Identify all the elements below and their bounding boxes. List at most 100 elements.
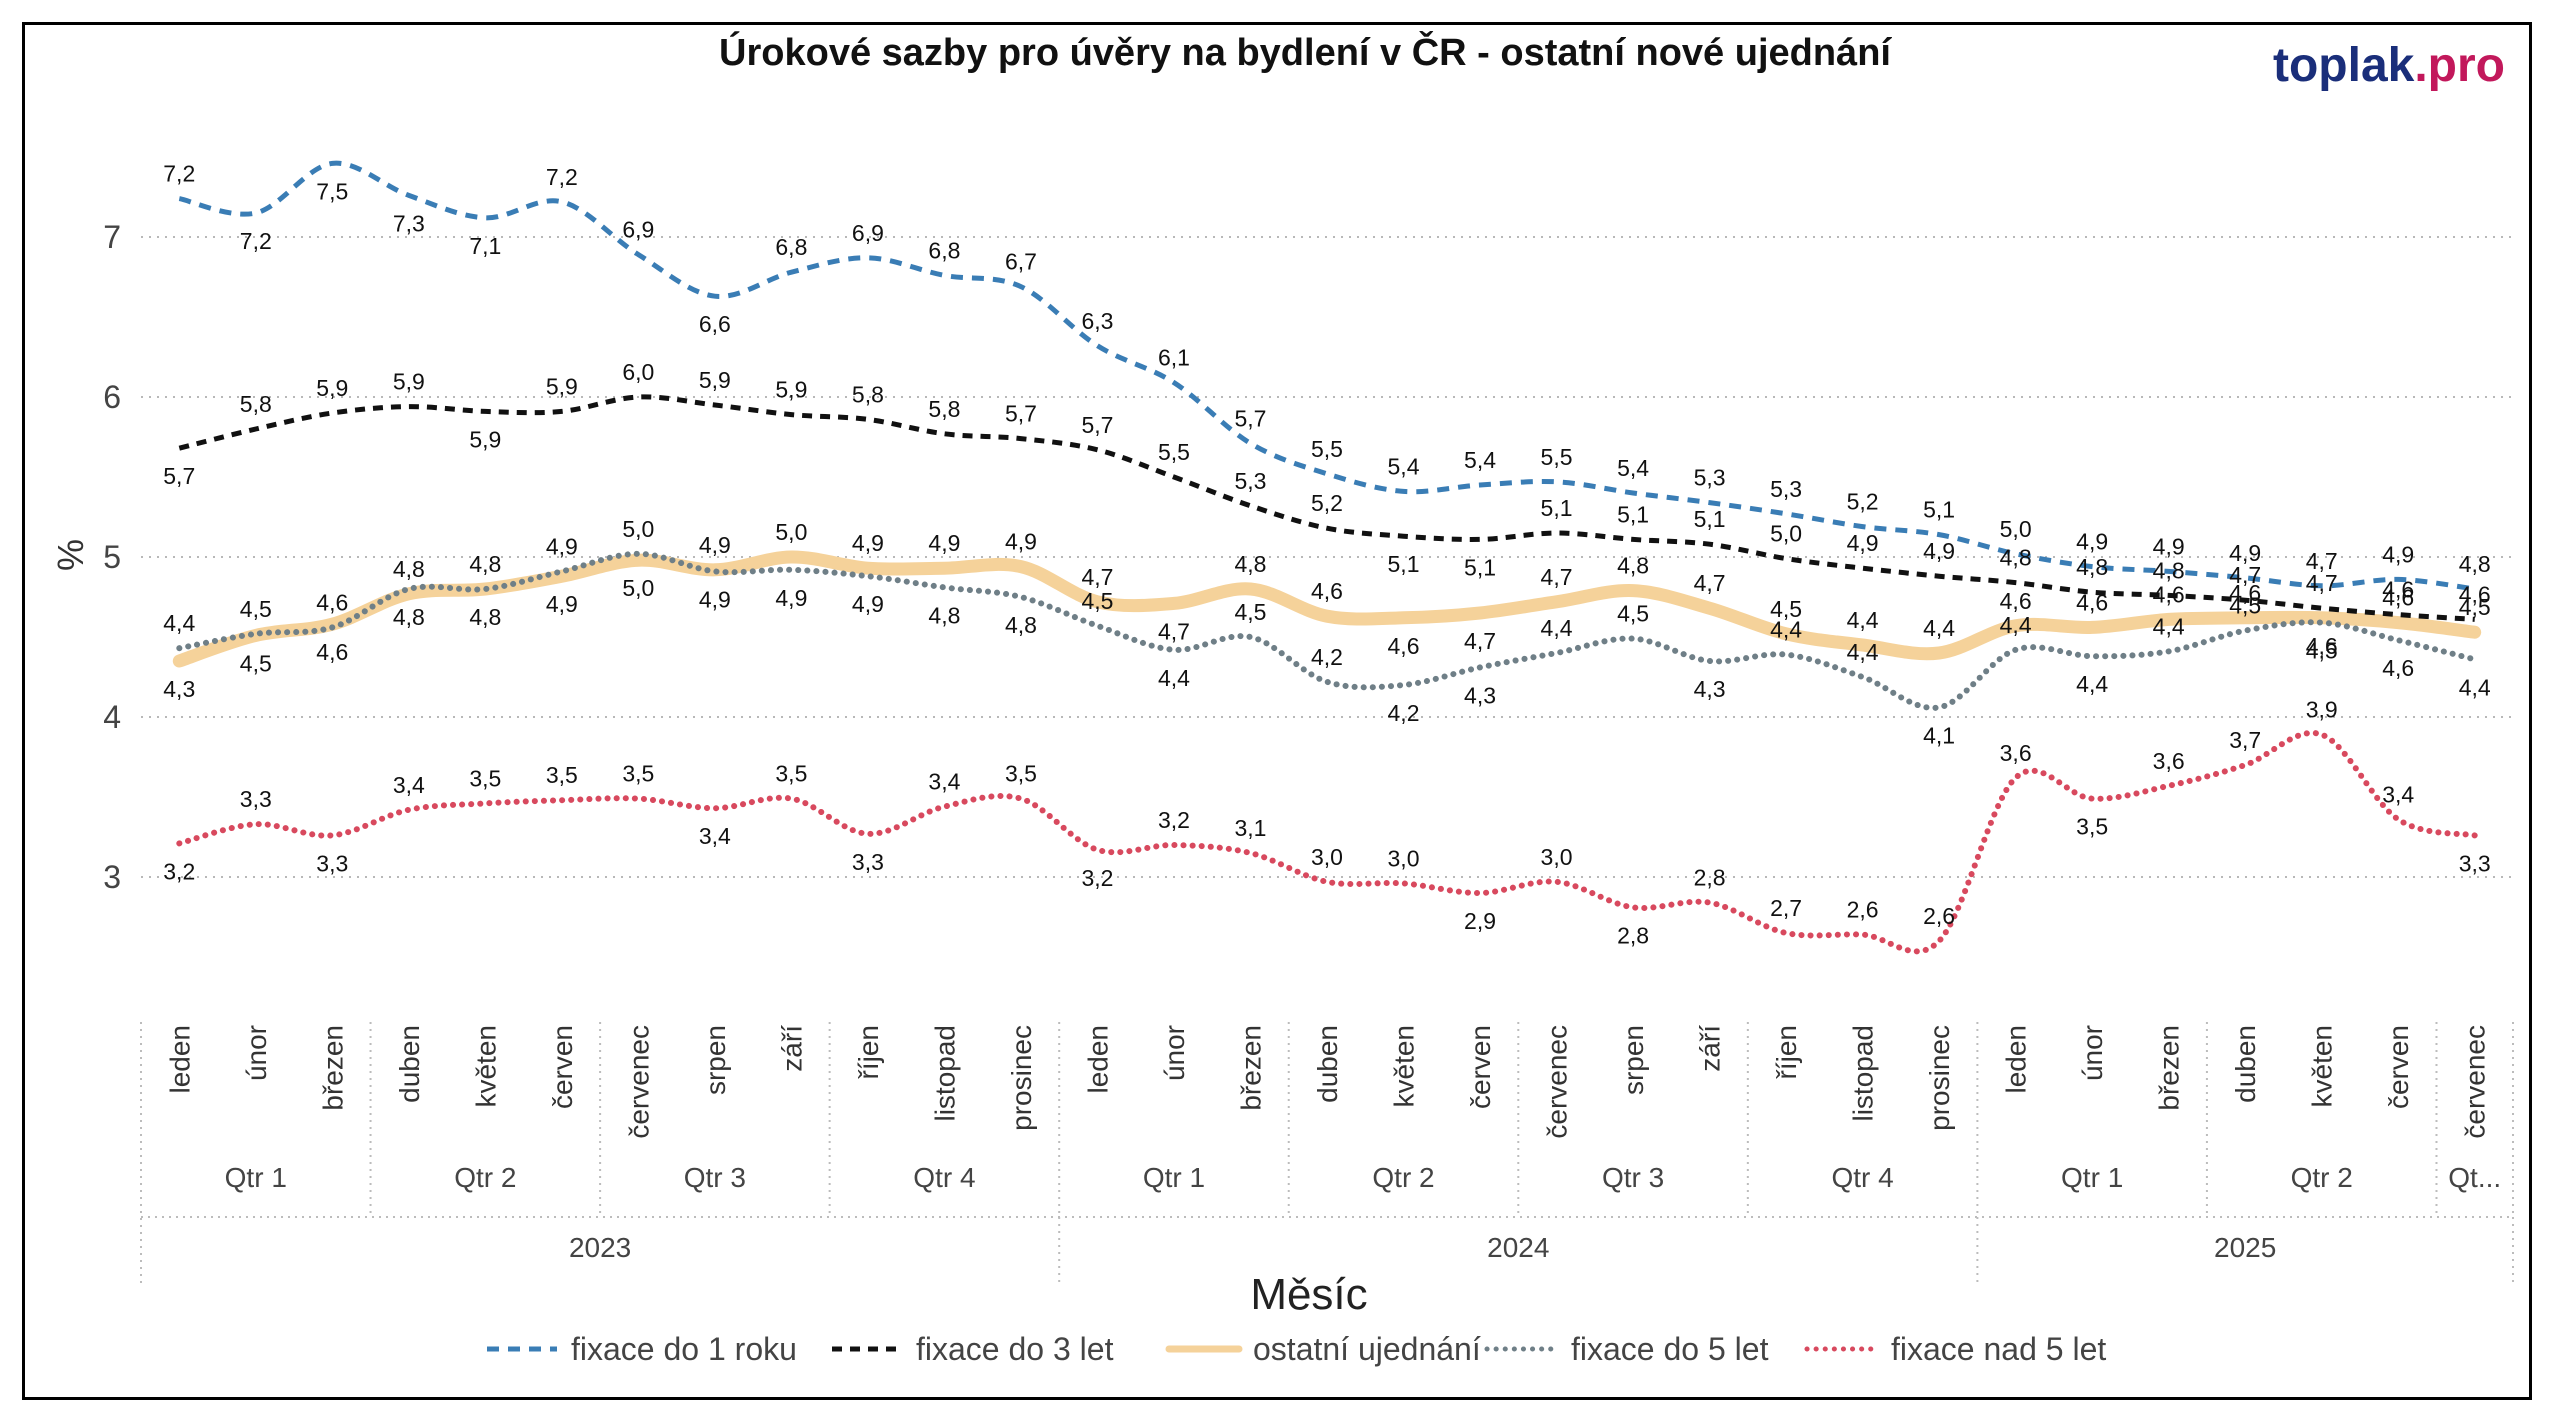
data-label: 4,5 [1234,599,1266,625]
x-tick-label: únor [2077,1025,2108,1081]
data-label: 5,8 [852,381,884,407]
x-tick-label: leden [164,1025,195,1094]
x-tick-label: květen [1389,1025,1420,1108]
data-label: 3,4 [393,772,425,798]
data-label: 4,7 [1464,628,1496,654]
series-line-1 [178,394,2475,622]
y-tick-label: 4 [103,699,121,735]
data-label: 7,2 [546,164,578,190]
series-line-4 [176,730,2478,955]
data-label: 5,8 [240,391,272,417]
data-label: 5,2 [1311,490,1343,516]
data-label: 5,9 [316,375,348,401]
data-label: 6,1 [1158,345,1190,371]
series-line-0 [178,160,2476,592]
data-label: 4,5 [240,596,272,622]
quarter-label: Qtr 1 [225,1162,287,1193]
data-label: 5,3 [1770,476,1802,502]
data-label: 3,3 [2459,850,2491,876]
data-label: 4,7 [1541,564,1573,590]
data-label: 4,6 [316,639,348,665]
data-label: 4,6 [2382,585,2414,611]
data-label: 4,6 [316,589,348,615]
quarter-label: Qtr 1 [1143,1162,1205,1193]
data-label: 4,9 [1923,538,1955,564]
data-label: 4,4 [1923,615,1955,641]
data-label: 7,2 [240,228,272,254]
data-label: 5,0 [622,516,654,542]
data-label: 4,8 [2459,551,2491,577]
x-tick-label: říjen [1771,1025,1802,1079]
x-tick-label: březen [317,1025,348,1111]
chart-title: Úrokové sazby pro úvěry na bydlení v ČR … [719,29,1892,74]
data-label: 4,9 [2229,540,2261,566]
series-line-3 [176,550,2478,711]
data-label: 4,6 [2153,581,2185,607]
quarter-label: Qtr 3 [1602,1162,1664,1193]
data-label: 5,9 [775,377,807,403]
x-tick-label: listopad [1848,1025,1879,1122]
x-tick-label: červen [547,1025,578,1109]
data-label: 4,4 [1158,665,1190,691]
x-tick-label: červenec [1542,1025,1573,1139]
data-label: 4,9 [2382,541,2414,567]
data-label: 4,9 [2076,529,2108,555]
data-label: 4,4 [2076,671,2108,697]
y-axis-title: % [50,539,91,571]
data-label: 4,4 [1847,639,1879,665]
x-tick-label: prosinec [1006,1025,1037,1131]
data-label: 2,6 [1923,903,1955,929]
data-label: 5,9 [393,369,425,395]
data-label: 4,7 [2229,562,2261,588]
data-label: 4,5 [2459,594,2491,620]
legend-label: fixace do 3 let [916,1331,1114,1367]
data-label: 3,4 [928,769,960,795]
x-tick-label: květen [470,1025,501,1108]
data-label: 2,8 [1694,865,1726,891]
data-label: 2,8 [1617,922,1649,948]
data-label: 4,8 [1234,551,1266,577]
data-label: 5,4 [1464,447,1496,473]
data-label: 3,6 [2153,748,2185,774]
data-label: 3,0 [1541,844,1573,870]
data-label: 4,9 [928,530,960,556]
quarter-label: Qtr 2 [454,1162,516,1193]
data-label: 4,8 [469,604,501,630]
data-label: 4,5 [1770,596,1802,622]
data-label: 5,7 [1081,412,1113,438]
data-label: 3,5 [546,762,578,788]
legend-label: fixace do 5 let [1571,1331,1769,1367]
chart: Úrokové sazby pro úvěry na bydlení v ČR … [50,29,2514,1367]
data-label: 5,0 [775,519,807,545]
x-tick-label: listopad [929,1025,960,1122]
data-label: 4,8 [1617,553,1649,579]
legend-label: fixace nad 5 let [1891,1331,2106,1367]
data-label: 5,3 [1694,465,1726,491]
series-lines [172,160,2482,955]
quarter-label: Qtr 2 [2291,1162,2353,1193]
legend: fixace do 1 roku fixace do 3 let ostatní u… [487,1331,2106,1367]
x-tick-label: duben [394,1025,425,1103]
data-label: 3,5 [775,761,807,787]
chart-frame: Úrokové sazby pro úvěry na bydlení v ČR … [22,22,2532,1400]
year-label: 2024 [1487,1232,1549,1263]
legend-label: ostatní ujednání [1253,1331,1481,1367]
data-label: 7,2 [163,161,195,187]
data-label: 3,3 [852,849,884,875]
data-label: 5,7 [1234,405,1266,431]
data-label: 4,6 [2000,588,2032,614]
data-label: 4,3 [1464,682,1496,708]
y-axis: 3 4 5 6 7 [103,219,121,895]
brand-part1: toplak [2273,39,2415,92]
data-label: 5,3 [1234,468,1266,494]
data-label: 6,9 [852,220,884,246]
y-tick-label: 7 [103,219,121,255]
data-label: 3,6 [2000,740,2032,766]
data-label: 5,4 [1617,455,1649,481]
data-label: 4,9 [699,532,731,558]
data-label: 6,8 [775,234,807,260]
year-label: 2025 [2214,1232,2276,1263]
data-label: 5,1 [1388,551,1420,577]
data-label: 3,5 [1005,761,1037,787]
data-label: 4,8 [2076,554,2108,580]
